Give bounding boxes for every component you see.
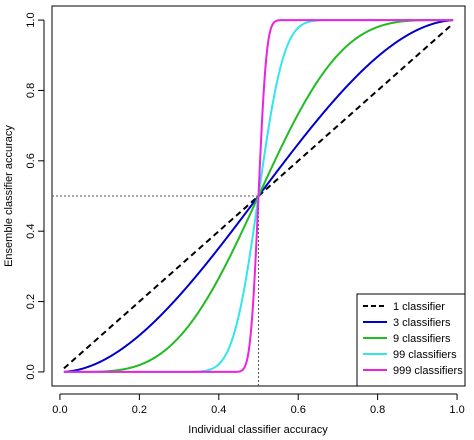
x-tick-label: 0.0	[52, 404, 67, 416]
y-tick-label: 0.2	[25, 294, 37, 309]
legend-label-999: 999 classifiers	[393, 365, 463, 377]
y-tick-label: 1.0	[25, 12, 37, 27]
y-axis-label: Ensemble classifier accuracy	[3, 125, 15, 267]
series-line-1	[63, 22, 454, 370]
legend: 1 classifier 3 classifiers 9 classifiers 99…	[356, 293, 466, 387]
legend-label-1: 1 classifier	[393, 301, 445, 313]
x-tick-label: 0.4	[211, 404, 226, 416]
x-tick-label: 1.0	[449, 404, 464, 416]
series-line-999	[63, 19, 454, 373]
legend-label-99: 99 classifiers	[393, 349, 457, 361]
x-tick-label: 0.2	[132, 404, 147, 416]
y-tick-label: 0.0	[25, 364, 37, 379]
legend-label-3: 3 classifiers	[393, 317, 451, 329]
x-tick-label: 0.8	[370, 404, 385, 416]
x-tick-label: 0.6	[291, 404, 306, 416]
y-axis: 0.0 0.2 0.4 0.6 0.8 1.0	[25, 12, 45, 380]
x-axis: 0.0 0.2 0.4 0.6 0.8 1.0	[52, 393, 465, 416]
x-axis-label: Individual classifier accuracy	[188, 424, 328, 436]
y-tick-label: 0.8	[25, 83, 37, 98]
reference-lines	[52, 195, 259, 386]
y-tick-label: 0.6	[25, 153, 37, 168]
y-tick-label: 0.4	[25, 224, 37, 239]
series-layer	[63, 19, 454, 373]
legend-label-9: 9 classifiers	[393, 333, 451, 345]
